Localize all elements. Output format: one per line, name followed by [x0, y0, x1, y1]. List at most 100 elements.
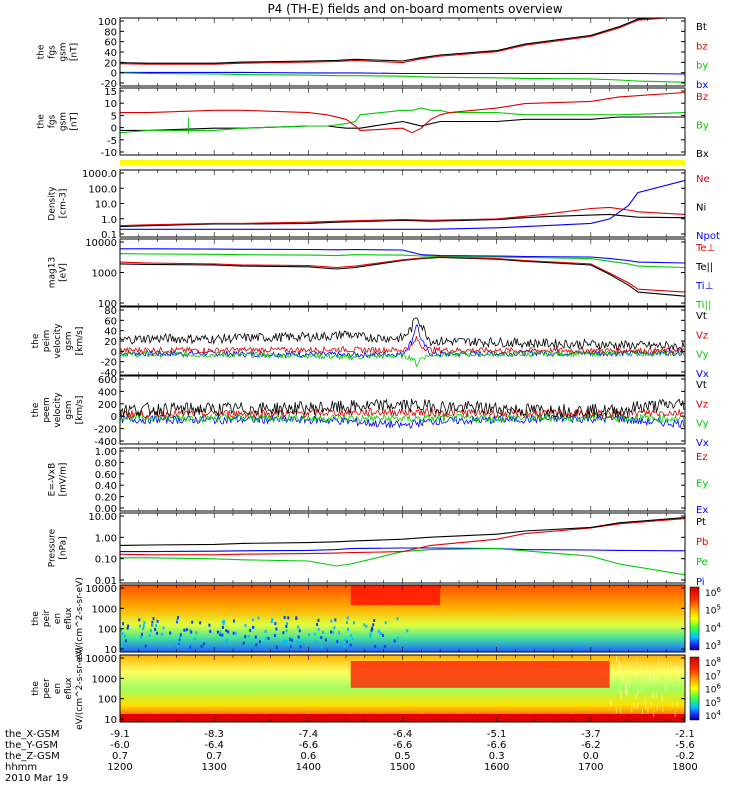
- spectrogram-ion-speckle: [123, 634, 126, 638]
- y-tick-label: 200: [98, 400, 117, 411]
- spectrogram-electron-streak: [610, 699, 612, 706]
- footer-date: 2010 Mar 19: [5, 773, 68, 784]
- y-axis-label: thefgsgsm[nT]: [37, 112, 80, 131]
- legend: Ne Ni Npot: [696, 174, 720, 242]
- spectrogram-ion-speckle: [227, 630, 230, 634]
- spectrogram-ion-speckle: [232, 619, 235, 623]
- legend-entry: Vx: [696, 369, 709, 380]
- spectrogram-ion-speckle: [225, 638, 228, 642]
- spectrogram-ion-speckle: [156, 631, 159, 635]
- y-tick-label: 10: [104, 645, 117, 656]
- spectrogram-electron-streak: [644, 697, 646, 704]
- spectrogram-ion-speckle: [285, 639, 288, 643]
- spectrogram-ion-speckle: [177, 644, 180, 648]
- spectrogram-ion-speckle: [290, 638, 293, 642]
- spectrogram-ion-speckle: [148, 634, 151, 638]
- legend: Ez Ey Ex: [696, 452, 708, 516]
- footer-value: -6.4: [204, 740, 224, 751]
- spectrogram-ion-speckle: [225, 640, 228, 644]
- y-axis: 10000 1000 100: [85, 238, 685, 310]
- spectrogram-ion-speckle: [332, 630, 335, 634]
- y-tick-label: 80: [104, 306, 117, 317]
- spectrogram-ion-speckle: [208, 623, 211, 627]
- spectrogram-ion-speckle: [344, 638, 347, 642]
- x-axis-ticks: [119, 376, 686, 444]
- y-tick-label: 60: [104, 316, 117, 327]
- series-By: [120, 107, 685, 134]
- spectrogram-electron-streak: [651, 692, 653, 699]
- spectrogram-ion-speckle: [209, 629, 212, 633]
- spectrogram-ion-speckle: [345, 620, 348, 624]
- footer-value: 0.0: [583, 751, 599, 762]
- spectrogram-ion-speckle: [222, 620, 225, 624]
- spectrogram-ion-speckle: [195, 631, 198, 635]
- spectrogram-ion-speckle: [371, 626, 374, 630]
- footer-value: -6.0: [110, 740, 130, 751]
- legend-entry: Vy: [696, 419, 709, 430]
- series-lines: [120, 179, 685, 230]
- y-tick-label: -20: [101, 79, 117, 90]
- spectrogram-ion-speckle: [142, 627, 145, 631]
- series-by: [120, 72, 685, 83]
- y-tick-label: -5: [107, 136, 117, 147]
- panel-4: Ne Ni Npot 1000.0 100.0 10.0 1.0 0.1 Density[cm-…: [48, 169, 720, 242]
- spectrogram-ion-speckle: [162, 626, 165, 630]
- spectrogram-ion-speckle: [169, 631, 172, 635]
- colorbar-label: 103: [705, 639, 721, 652]
- series-bx: [120, 71, 685, 75]
- spectrogram-electron-streak: [635, 671, 637, 678]
- legend-entry: Ni: [696, 203, 706, 214]
- y-axis-label: thepeimvelocitygsm[km/s]: [31, 323, 85, 359]
- y-tick-label: 0.01: [95, 576, 117, 587]
- legend-entry: Ez: [696, 452, 708, 463]
- spectrogram-ion-speckle: [168, 644, 171, 648]
- y-tick-label: 0: [111, 69, 117, 80]
- spectrogram-ion-speckle: [338, 631, 341, 635]
- y-tick-label: 1000: [92, 604, 117, 615]
- spectrogram-ion-speckle: [317, 627, 320, 631]
- spectrogram-ion-speckle: [187, 643, 190, 647]
- spectrogram-ion-speckle: [320, 645, 323, 649]
- spectrogram-ion-speckle: [372, 623, 375, 627]
- series-Vy: [120, 349, 685, 368]
- legend: Pt Pb Pe Pi: [696, 517, 708, 588]
- spectrogram-ion-speckle: [396, 637, 399, 641]
- spectrogram-electron-streak: [656, 704, 658, 711]
- spectrogram-electron-streak: [633, 703, 635, 710]
- spectrogram-ion-speckle: [155, 623, 158, 627]
- legend-entry: Vt: [696, 311, 707, 322]
- spectrogram-ion-speckle: [244, 635, 247, 639]
- spectrogram-electron-streak: [653, 691, 655, 698]
- footer-value: 1700: [578, 762, 603, 773]
- x-axis-ticks: [119, 307, 686, 375]
- spectrogram-electron-streak: [635, 693, 637, 700]
- footer-value: 0.7: [112, 751, 128, 762]
- y-tick-label: 60: [104, 38, 117, 49]
- footer-value: 1300: [201, 762, 226, 773]
- x-axis-ticks: [119, 448, 686, 511]
- colorbar-label: 105: [705, 696, 721, 709]
- spectrogram-electron-streak: [641, 683, 643, 690]
- spectrogram-ion-speckle: [393, 639, 396, 643]
- legend-entry: Vz: [696, 330, 708, 341]
- spectrogram-ion-speckle: [285, 624, 288, 628]
- spectrogram-electron-streak: [653, 675, 655, 682]
- spectrogram-ion-speckle: [346, 616, 349, 620]
- spectrogram-ion-speckle: [285, 622, 288, 626]
- footer-label-hhmm: hhmm: [5, 762, 37, 773]
- spectrogram-ion-speckle: [343, 644, 346, 648]
- panel-frame: [119, 169, 686, 238]
- spectrogram-ion-speckle: [314, 640, 317, 644]
- spectrogram-electron-streak: [662, 705, 664, 712]
- colorbar-label: 105: [705, 604, 721, 617]
- legend-entry: Pe: [696, 557, 708, 568]
- spectrogram-ion-speckle: [297, 625, 300, 629]
- spectrogram-ion-speckle: [274, 622, 277, 626]
- spectrogram-ion-speckle: [334, 618, 337, 622]
- footer-value: 0.5: [395, 751, 411, 762]
- legend-entry: Pb: [696, 537, 708, 548]
- legend-entry: Bz: [696, 92, 708, 103]
- colorbar-scale: [689, 586, 700, 651]
- colorbar-label: 106: [705, 683, 721, 696]
